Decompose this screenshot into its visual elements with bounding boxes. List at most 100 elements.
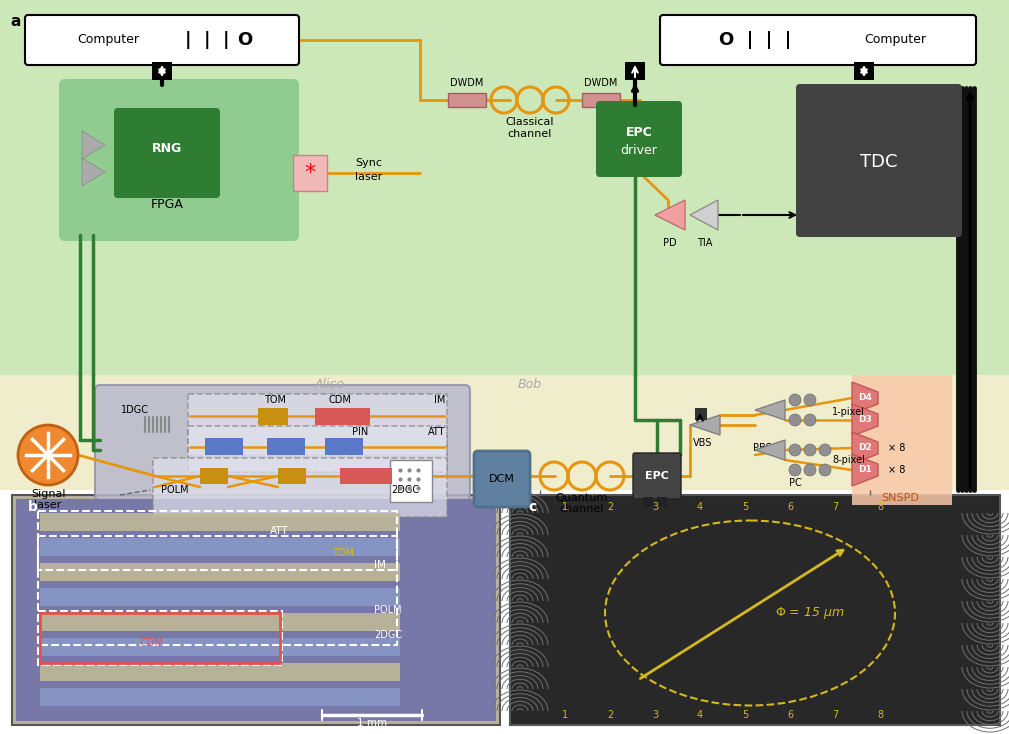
Bar	[657, 497, 667, 507]
Bar	[200, 468, 228, 484]
Bar	[695, 408, 707, 420]
Text: 2: 2	[606, 710, 613, 720]
Text: TDC: TDC	[861, 153, 898, 171]
Polygon shape	[852, 404, 878, 436]
Bar	[448, 93, 486, 107]
Circle shape	[789, 414, 801, 426]
Polygon shape	[755, 440, 785, 460]
Text: c: c	[528, 500, 536, 514]
Polygon shape	[655, 200, 685, 230]
Text: channel: channel	[508, 129, 552, 139]
Text: ATT: ATT	[428, 427, 445, 437]
Text: D4: D4	[858, 393, 872, 402]
Bar	[340, 468, 393, 484]
Text: DCM: DCM	[489, 474, 515, 484]
Text: TIA: TIA	[697, 238, 712, 248]
Bar	[40, 588, 400, 606]
Text: 7: 7	[831, 502, 838, 512]
Bar	[40, 538, 400, 556]
Text: CDM: CDM	[329, 395, 351, 405]
Bar	[40, 613, 281, 663]
Text: 3: 3	[652, 502, 658, 512]
Text: Alice: Alice	[315, 379, 345, 391]
Circle shape	[789, 464, 801, 476]
Bar	[40, 513, 400, 531]
Text: 8-pixel: 8-pixel	[832, 455, 865, 465]
Bar	[258, 408, 288, 425]
Text: 6: 6	[787, 502, 793, 512]
FancyBboxPatch shape	[59, 79, 299, 241]
Text: POLM: POLM	[374, 605, 402, 615]
Text: 1: 1	[562, 710, 568, 720]
Text: POLM: POLM	[161, 485, 189, 495]
Text: × 8: × 8	[888, 465, 905, 475]
Polygon shape	[690, 200, 718, 230]
FancyBboxPatch shape	[796, 84, 962, 237]
Text: $\Phi$ = 15 μm: $\Phi$ = 15 μm	[775, 605, 845, 621]
Text: PC: PC	[789, 478, 801, 488]
Bar	[12, 495, 500, 725]
Text: 7: 7	[831, 710, 838, 720]
Circle shape	[819, 444, 831, 456]
Circle shape	[804, 394, 816, 406]
Bar	[40, 663, 400, 681]
Text: Sync: Sync	[355, 158, 382, 168]
Circle shape	[789, 444, 801, 456]
Bar	[40, 638, 400, 656]
Text: 8: 8	[877, 502, 883, 512]
Text: PBS: PBS	[753, 443, 771, 453]
Text: *: *	[305, 163, 316, 183]
FancyBboxPatch shape	[188, 426, 447, 472]
Text: 3: 3	[652, 710, 658, 720]
Text: TOM: TOM	[332, 548, 354, 558]
Text: EPC: EPC	[645, 471, 669, 481]
Bar	[16, 499, 496, 721]
Text: 5: 5	[742, 710, 748, 720]
Bar	[40, 563, 400, 581]
Text: O  |  |  |: O | | |	[718, 31, 791, 49]
Text: Computer: Computer	[77, 34, 139, 46]
Text: IM: IM	[374, 560, 385, 570]
Text: 4: 4	[697, 710, 703, 720]
Circle shape	[804, 444, 816, 456]
Text: 2DGC: 2DGC	[390, 485, 419, 495]
FancyBboxPatch shape	[474, 451, 530, 507]
Text: |: |	[223, 31, 229, 49]
Text: Bob: Bob	[518, 379, 542, 391]
Text: 6: 6	[787, 710, 793, 720]
FancyBboxPatch shape	[633, 453, 681, 499]
Text: CDM: CDM	[140, 638, 164, 648]
Text: ATT: ATT	[270, 526, 289, 536]
Text: 1DGC: 1DGC	[121, 405, 149, 415]
Text: 5: 5	[742, 502, 748, 512]
Text: 2DGC: 2DGC	[374, 630, 403, 640]
Text: O: O	[237, 31, 252, 49]
Bar	[278, 468, 306, 484]
Text: D2: D2	[858, 443, 872, 452]
Text: D1: D1	[858, 465, 872, 474]
Bar	[854, 62, 874, 80]
Polygon shape	[852, 432, 878, 464]
Text: PD: PD	[663, 238, 677, 248]
Text: VBS: VBS	[693, 438, 712, 448]
Bar	[0, 0, 1009, 375]
Text: RNG: RNG	[152, 142, 183, 154]
Bar	[0, 375, 1009, 490]
FancyBboxPatch shape	[114, 108, 220, 198]
Text: 1 mm: 1 mm	[357, 718, 387, 728]
Text: 8: 8	[877, 710, 883, 720]
Bar	[0, 490, 1009, 734]
Text: D3: D3	[858, 415, 872, 424]
FancyBboxPatch shape	[25, 15, 299, 65]
Text: 2: 2	[606, 502, 613, 512]
Polygon shape	[852, 382, 878, 414]
Bar	[510, 495, 1000, 725]
Text: DWDM: DWDM	[450, 78, 483, 88]
FancyBboxPatch shape	[660, 15, 976, 65]
Bar	[205, 438, 243, 455]
Bar	[293, 155, 327, 191]
Text: b: b	[28, 500, 38, 514]
Polygon shape	[755, 400, 785, 420]
Text: 1-pixel: 1-pixel	[832, 407, 865, 417]
FancyBboxPatch shape	[188, 394, 447, 456]
